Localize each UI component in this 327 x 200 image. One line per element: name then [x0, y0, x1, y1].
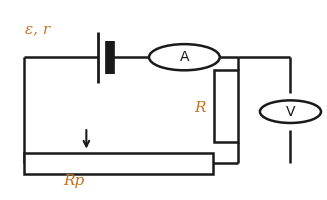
Bar	[214, 70, 238, 142]
Text: V: V	[286, 105, 295, 119]
Bar	[24, 153, 213, 174]
Text: R: R	[195, 101, 206, 115]
Text: Rp: Rp	[63, 174, 84, 188]
Text: ε, r: ε, r	[25, 22, 50, 36]
Text: A: A	[180, 50, 189, 64]
